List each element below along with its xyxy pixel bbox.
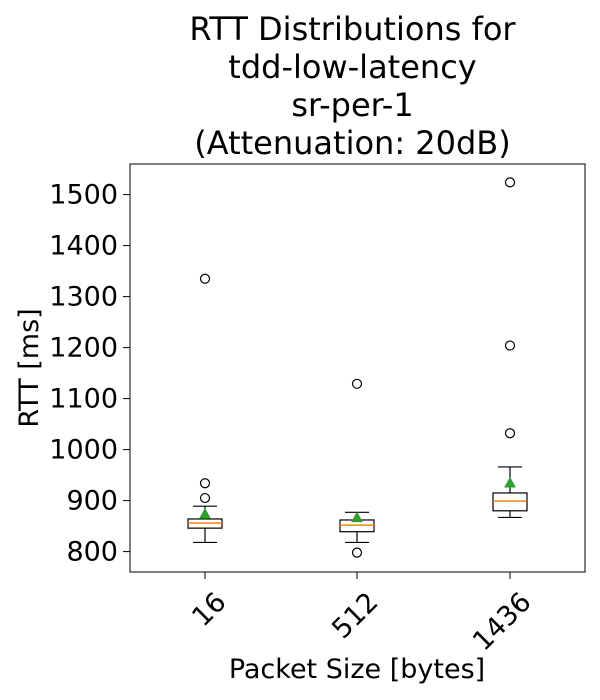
mean-marker xyxy=(351,511,363,523)
y-tick-label: 800 xyxy=(66,537,118,568)
chart-title: RTT Distributions for tdd-low-latency sr… xyxy=(130,10,575,162)
box-16 xyxy=(187,273,223,544)
y-tick-label: 1500 xyxy=(49,180,118,211)
outlier-point xyxy=(199,478,211,489)
x-tick-label: 512 xyxy=(326,587,384,645)
mean-marker xyxy=(504,476,516,488)
title-line-3: sr-per-1 xyxy=(291,86,414,124)
x-tick-label: 1436 xyxy=(467,587,538,658)
x-axis: 16 512 1436 xyxy=(186,572,538,658)
y-tick-label: 1400 xyxy=(49,231,118,262)
outlier-point xyxy=(351,378,363,389)
x-axis-label: Packet Size [bytes] xyxy=(229,654,485,685)
y-tick-label: 1200 xyxy=(49,333,118,364)
y-axis-label: RTT [ms] xyxy=(14,308,45,427)
y-tick-label: 900 xyxy=(66,486,118,517)
box-iqr xyxy=(492,492,528,512)
outlier-point xyxy=(199,273,211,284)
title-line-4: (Attenuation: 20dB) xyxy=(194,124,511,162)
title-line-2: tdd-low-latency xyxy=(228,48,477,86)
title-line-1: RTT Distributions for xyxy=(189,10,516,48)
y-tick-label: 1000 xyxy=(49,435,118,466)
outlier-point xyxy=(199,492,211,504)
outlier-point xyxy=(504,177,516,188)
outlier-point xyxy=(504,340,516,351)
y-tick-label: 1300 xyxy=(49,282,118,313)
x-tick-label: 16 xyxy=(186,587,232,633)
box-512 xyxy=(339,378,375,558)
outlier-point xyxy=(351,547,363,558)
mean-marker xyxy=(199,507,211,519)
box-series xyxy=(187,177,528,558)
outlier-point xyxy=(504,428,516,439)
y-tick-label: 1100 xyxy=(49,384,118,415)
box-1436 xyxy=(492,177,528,519)
y-axis: 800 900 1000 1100 1200 1300 1400 1500 xyxy=(49,180,130,568)
